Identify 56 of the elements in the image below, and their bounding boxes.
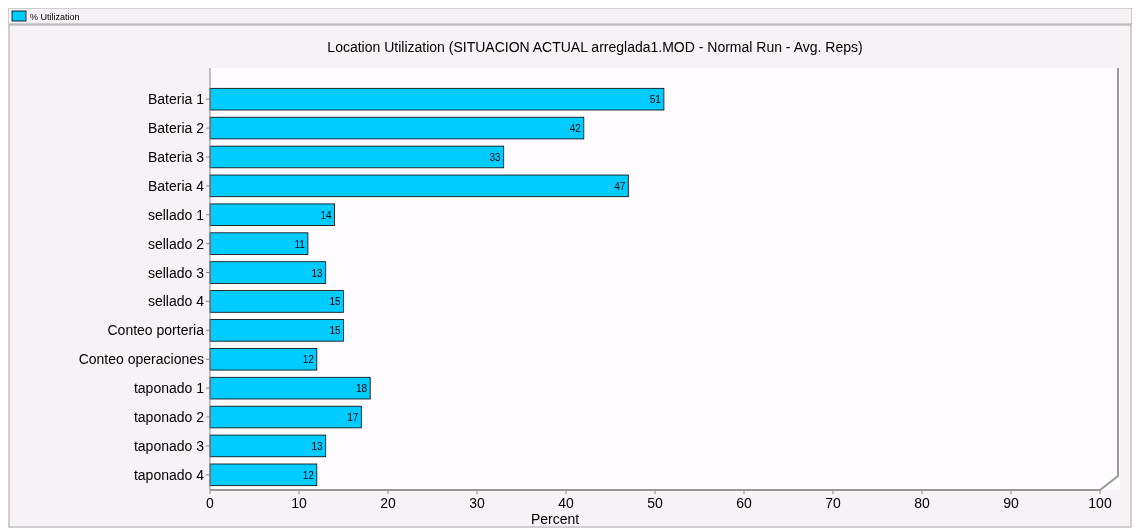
bar xyxy=(209,203,335,226)
bar xyxy=(209,348,318,371)
y-tick-label: sellado 4 xyxy=(147,293,205,310)
bar xyxy=(209,319,344,342)
y-tick-label: sellado 3 xyxy=(147,264,205,281)
bar xyxy=(209,116,585,140)
bar xyxy=(209,405,362,429)
x-tick-label: 40 xyxy=(558,495,574,511)
y-tick-label: taponado 1 xyxy=(133,380,205,397)
data-label: 47 xyxy=(614,180,626,192)
y-tick-label: taponado 2 xyxy=(133,409,205,426)
data-label: 12 xyxy=(302,469,315,481)
y-tick-label: Bateria 1 xyxy=(147,91,205,108)
chart-title: Location Utilization (SITUACION ACTUAL arreglada1.MOD - Normal Run - Avg. Reps) xyxy=(327,39,863,55)
y-tick-label: Bateria 2 xyxy=(147,120,205,137)
bar xyxy=(209,145,505,169)
data-label: 13 xyxy=(311,267,324,279)
data-label: 12 xyxy=(302,354,315,366)
data-label: 11 xyxy=(294,238,306,250)
data-label: 13 xyxy=(311,440,324,452)
bar xyxy=(209,290,344,313)
y-tick-label: Conteo porteria xyxy=(107,322,205,339)
x-tick-label: 80 xyxy=(914,495,930,511)
x-tick-label: 100 xyxy=(1088,495,1112,511)
bar xyxy=(209,376,371,400)
x-tick-label: 10 xyxy=(291,495,307,511)
data-label: 15 xyxy=(329,325,341,337)
x-tick-label: 30 xyxy=(469,495,485,511)
data-label: 17 xyxy=(347,412,359,424)
bar xyxy=(209,261,327,284)
y-tick-label: taponado 3 xyxy=(133,437,205,454)
data-label: 14 xyxy=(320,209,333,221)
x-tick-label: 0 xyxy=(206,495,215,511)
bar xyxy=(209,463,318,487)
x-tick-label: 20 xyxy=(380,495,396,511)
y-tick-label: Bateria 3 xyxy=(147,148,205,165)
x-tick-label: 60 xyxy=(736,495,752,511)
y-tick-label: taponado 4 xyxy=(133,466,205,483)
bar xyxy=(209,174,629,198)
y-tick-label: Conteo operaciones xyxy=(78,351,204,368)
data-label: 15 xyxy=(329,296,341,308)
bar xyxy=(209,232,309,255)
data-label: 42 xyxy=(569,123,582,135)
bar xyxy=(209,87,665,111)
data-label: 51 xyxy=(649,94,662,106)
data-label: 33 xyxy=(489,151,502,163)
y-tick-label: sellado 1 xyxy=(147,206,205,223)
x-tick-label: 50 xyxy=(647,495,663,511)
bar xyxy=(209,434,327,458)
y-tick-label: sellado 2 xyxy=(147,235,205,252)
legend-label: % Utilization xyxy=(30,12,80,22)
x-tick-label: 90 xyxy=(1003,495,1019,511)
y-tick-label: Bateria 4 xyxy=(147,177,205,194)
data-label: 18 xyxy=(356,383,368,395)
x-axis-title: Percent xyxy=(530,511,580,527)
x-tick-label: 70 xyxy=(825,495,841,511)
